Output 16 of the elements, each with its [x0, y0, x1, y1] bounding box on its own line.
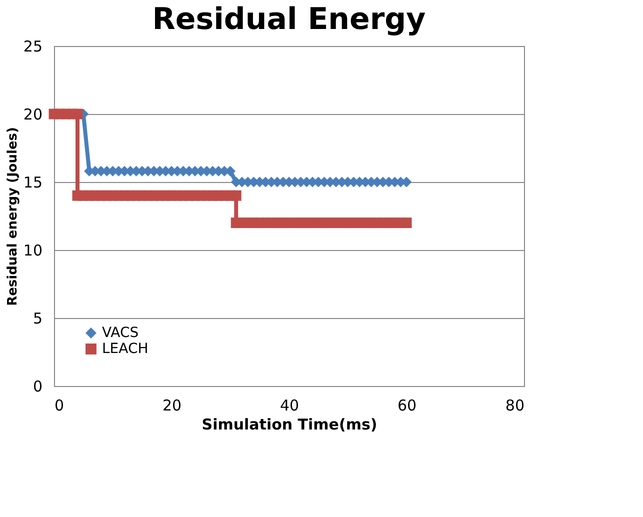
y-tick-label: 25	[23, 38, 42, 56]
y-tick-label: 5	[32, 310, 42, 328]
chart-title: Residual Energy	[152, 2, 426, 37]
y-tick-label: 10	[23, 242, 42, 260]
x-tick-label: 80	[505, 396, 524, 414]
y-axis-title: Residual energy (Joules)	[5, 127, 20, 306]
x-tick-label: 20	[162, 396, 182, 414]
y-tick-label: 15	[23, 174, 42, 192]
y-tick-label: 0	[32, 378, 42, 396]
x-tick-label: 40	[280, 396, 300, 414]
x-tick-label: 60	[397, 396, 417, 414]
x-axis-title: Simulation Time(ms)	[202, 416, 378, 434]
x-tick-label: 0	[54, 396, 64, 414]
y-tick-label: 20	[23, 106, 42, 124]
legend-label: VACS	[102, 325, 139, 341]
legend-label: LEACH	[102, 341, 148, 357]
